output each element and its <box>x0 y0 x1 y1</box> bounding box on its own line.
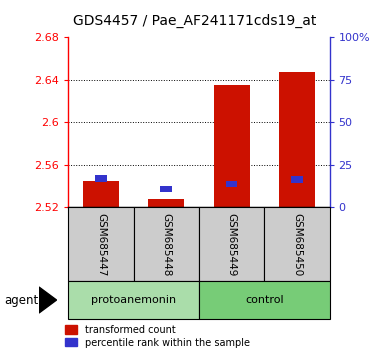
Bar <box>226 181 238 187</box>
Bar <box>133 207 199 281</box>
Text: GSM685447: GSM685447 <box>96 212 106 276</box>
Bar <box>199 281 330 319</box>
Text: GSM685449: GSM685449 <box>227 212 237 276</box>
Bar <box>199 207 264 281</box>
Polygon shape <box>39 287 57 313</box>
Bar <box>68 281 199 319</box>
Bar <box>291 176 303 183</box>
Legend: transformed count, percentile rank within the sample: transformed count, percentile rank withi… <box>65 325 250 348</box>
Bar <box>95 175 107 182</box>
Bar <box>83 181 119 207</box>
Bar <box>214 85 250 207</box>
Text: agent: agent <box>4 293 38 307</box>
Bar <box>279 72 315 207</box>
Bar <box>148 199 184 207</box>
Bar <box>264 207 330 281</box>
Text: protoanemonin: protoanemonin <box>91 295 176 305</box>
Text: GDS4457 / Pae_AF241171cds19_at: GDS4457 / Pae_AF241171cds19_at <box>73 14 317 28</box>
Text: GSM685450: GSM685450 <box>292 213 302 276</box>
Bar <box>160 186 172 192</box>
Text: control: control <box>245 295 284 305</box>
Bar <box>68 207 133 281</box>
Text: GSM685448: GSM685448 <box>161 212 171 276</box>
